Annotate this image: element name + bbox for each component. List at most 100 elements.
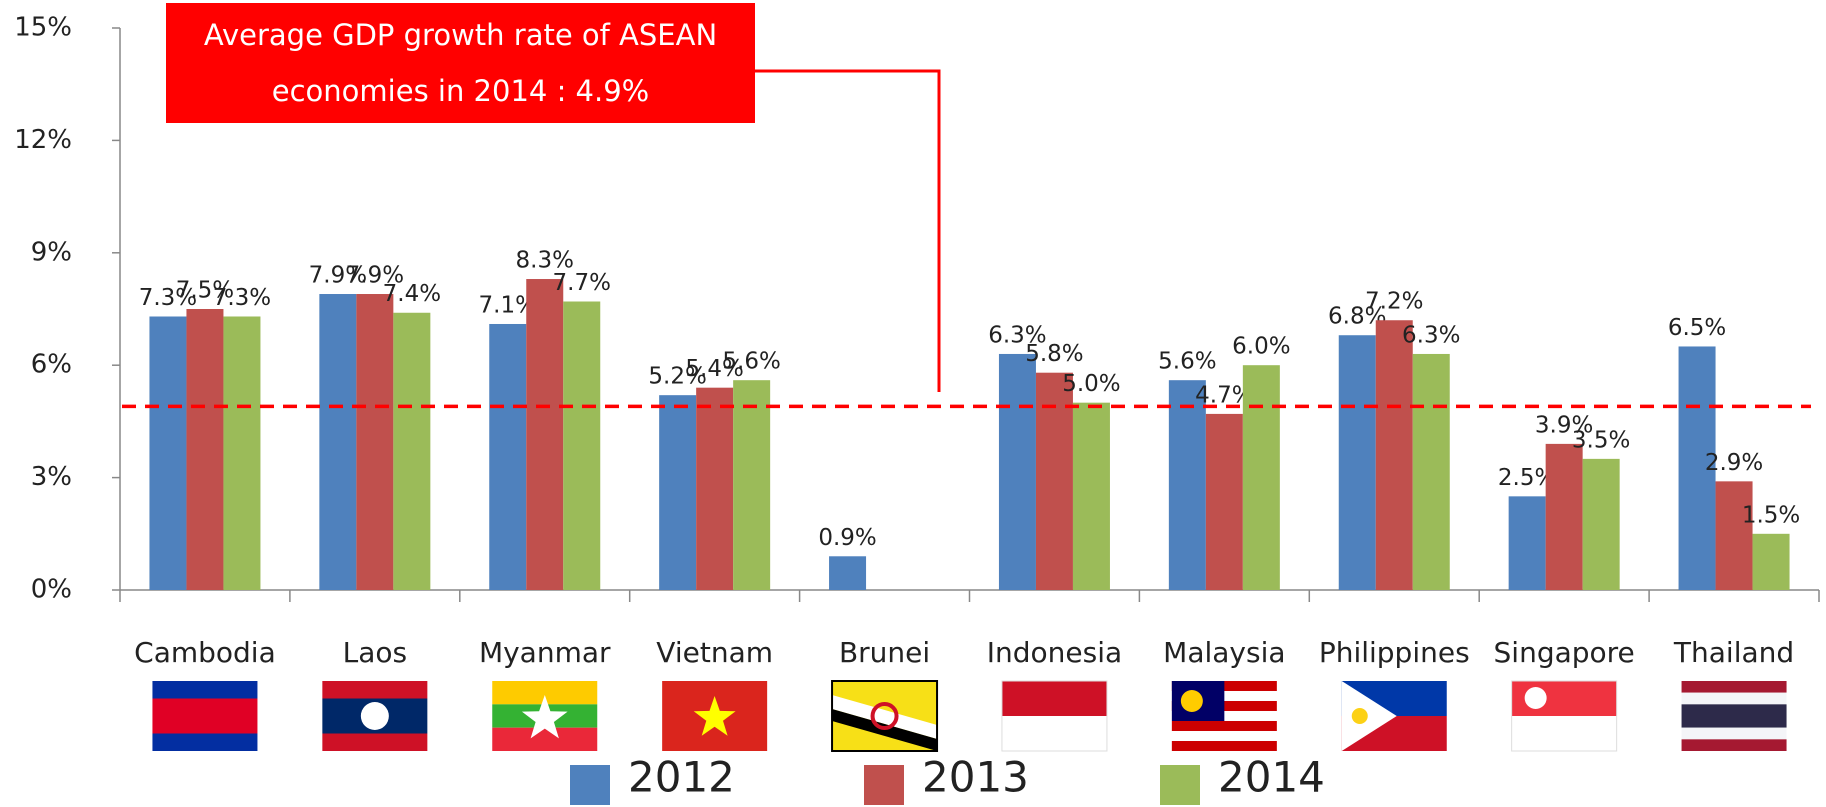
bar (1205, 413, 1243, 590)
flag-stripe (1681, 739, 1787, 751)
flag-emblem (693, 696, 736, 736)
flag-emblem (1341, 681, 1397, 751)
legend-swatch (1160, 765, 1200, 805)
flag-stripe (322, 681, 428, 699)
x-tick-label: Singapore (1494, 636, 1635, 669)
flag-emblem (1180, 690, 1203, 712)
flag-emblem (360, 702, 389, 730)
value-label: 6.5% (1668, 315, 1726, 341)
x-tick-label: Brunei (839, 636, 930, 669)
value-label: 7.5% (176, 278, 234, 304)
value-label: 7.3% (139, 285, 197, 311)
legend-swatch (864, 765, 904, 805)
value-label: 8.3% (516, 248, 574, 274)
x-tick-label: Vietnam (656, 636, 773, 669)
bar (1375, 320, 1413, 590)
flag-stripe (1681, 727, 1787, 740)
bar (149, 316, 187, 590)
value-label: 0.9% (818, 525, 876, 551)
bar (1752, 533, 1790, 590)
bar (1545, 443, 1583, 590)
value-label: 7.3% (213, 285, 271, 311)
value-label: 5.4% (685, 356, 743, 382)
value-label: 2.9% (1705, 450, 1763, 476)
bar (526, 279, 564, 590)
value-label: 7.4% (383, 281, 441, 307)
bar (489, 323, 527, 590)
bar (733, 380, 771, 590)
value-label: 5.2% (648, 364, 706, 390)
flag-stripe (1511, 716, 1617, 751)
bar (393, 312, 431, 590)
bar (223, 316, 261, 590)
x-tick-label: Malaysia (1163, 636, 1285, 669)
value-label: 7.9% (309, 263, 367, 289)
bar (1508, 496, 1546, 590)
x-tick-label: Myanmar (479, 636, 611, 669)
bar (186, 309, 224, 590)
flag-stripe (322, 733, 428, 751)
bar (1072, 402, 1110, 590)
y-tick-label: 6% (31, 350, 72, 380)
flag-emblem (521, 695, 568, 739)
bar (1678, 346, 1716, 590)
flag-stripe (1171, 721, 1277, 731)
bar (1242, 365, 1280, 590)
legend-label: 2012 (628, 753, 735, 802)
flag-stripe (1681, 704, 1787, 728)
y-tick-label: 9% (31, 237, 72, 267)
value-label: 5.6% (722, 349, 780, 375)
bar (696, 387, 734, 590)
value-label: 7.2% (1365, 289, 1423, 315)
flag-border (1511, 680, 1618, 752)
value-label: 6.3% (1402, 322, 1460, 348)
bar (1168, 380, 1206, 590)
annotation-connector (755, 69, 941, 392)
flag-emblem (1524, 687, 1547, 709)
y-tick-label: 3% (31, 462, 72, 492)
flag-emblem (832, 695, 938, 739)
bar (1338, 335, 1376, 590)
legend-label: 2014 (1218, 753, 1325, 802)
flag-stripe (1171, 741, 1277, 751)
x-tick-label: Philippines (1319, 636, 1470, 669)
value-label: 7.7% (553, 270, 611, 296)
value-label: 6.0% (1232, 334, 1290, 360)
flag-emblem (870, 702, 899, 730)
flag-stripe (1171, 731, 1277, 741)
value-label: 5.0% (1062, 371, 1120, 397)
value-label: 6.3% (988, 322, 1046, 348)
bar (998, 353, 1036, 590)
bar (1412, 353, 1450, 590)
flag-border (1001, 680, 1108, 752)
value-label: 7.9% (346, 263, 404, 289)
flag-emblem (1351, 708, 1368, 724)
bar (319, 294, 357, 590)
legend-label: 2013 (922, 753, 1029, 802)
bar (356, 294, 394, 590)
value-label: 1.5% (1742, 502, 1800, 528)
flag-border (831, 680, 939, 752)
flag-stripe (1001, 716, 1107, 751)
flag-stripe (492, 727, 598, 751)
flag-stripe (1681, 681, 1787, 693)
bar (659, 395, 697, 590)
bar (1715, 481, 1753, 590)
flag-stripe (152, 733, 258, 751)
value-label: 3.5% (1572, 427, 1630, 453)
bar (1035, 372, 1073, 590)
y-tick-label: 12% (14, 125, 72, 155)
flag-stripe (1001, 681, 1107, 716)
bar (563, 301, 601, 590)
x-tick-label: Indonesia (987, 636, 1122, 669)
flag-stripe (492, 681, 598, 705)
flag-stripe (152, 698, 258, 734)
legend-swatch (570, 765, 610, 805)
value-label: 5.8% (1025, 341, 1083, 367)
value-label: 5.6% (1158, 349, 1216, 375)
y-tick-label: 0% (31, 575, 72, 605)
bar (1582, 458, 1620, 590)
x-tick-label: Cambodia (134, 636, 276, 669)
flag-stripe (152, 681, 258, 699)
